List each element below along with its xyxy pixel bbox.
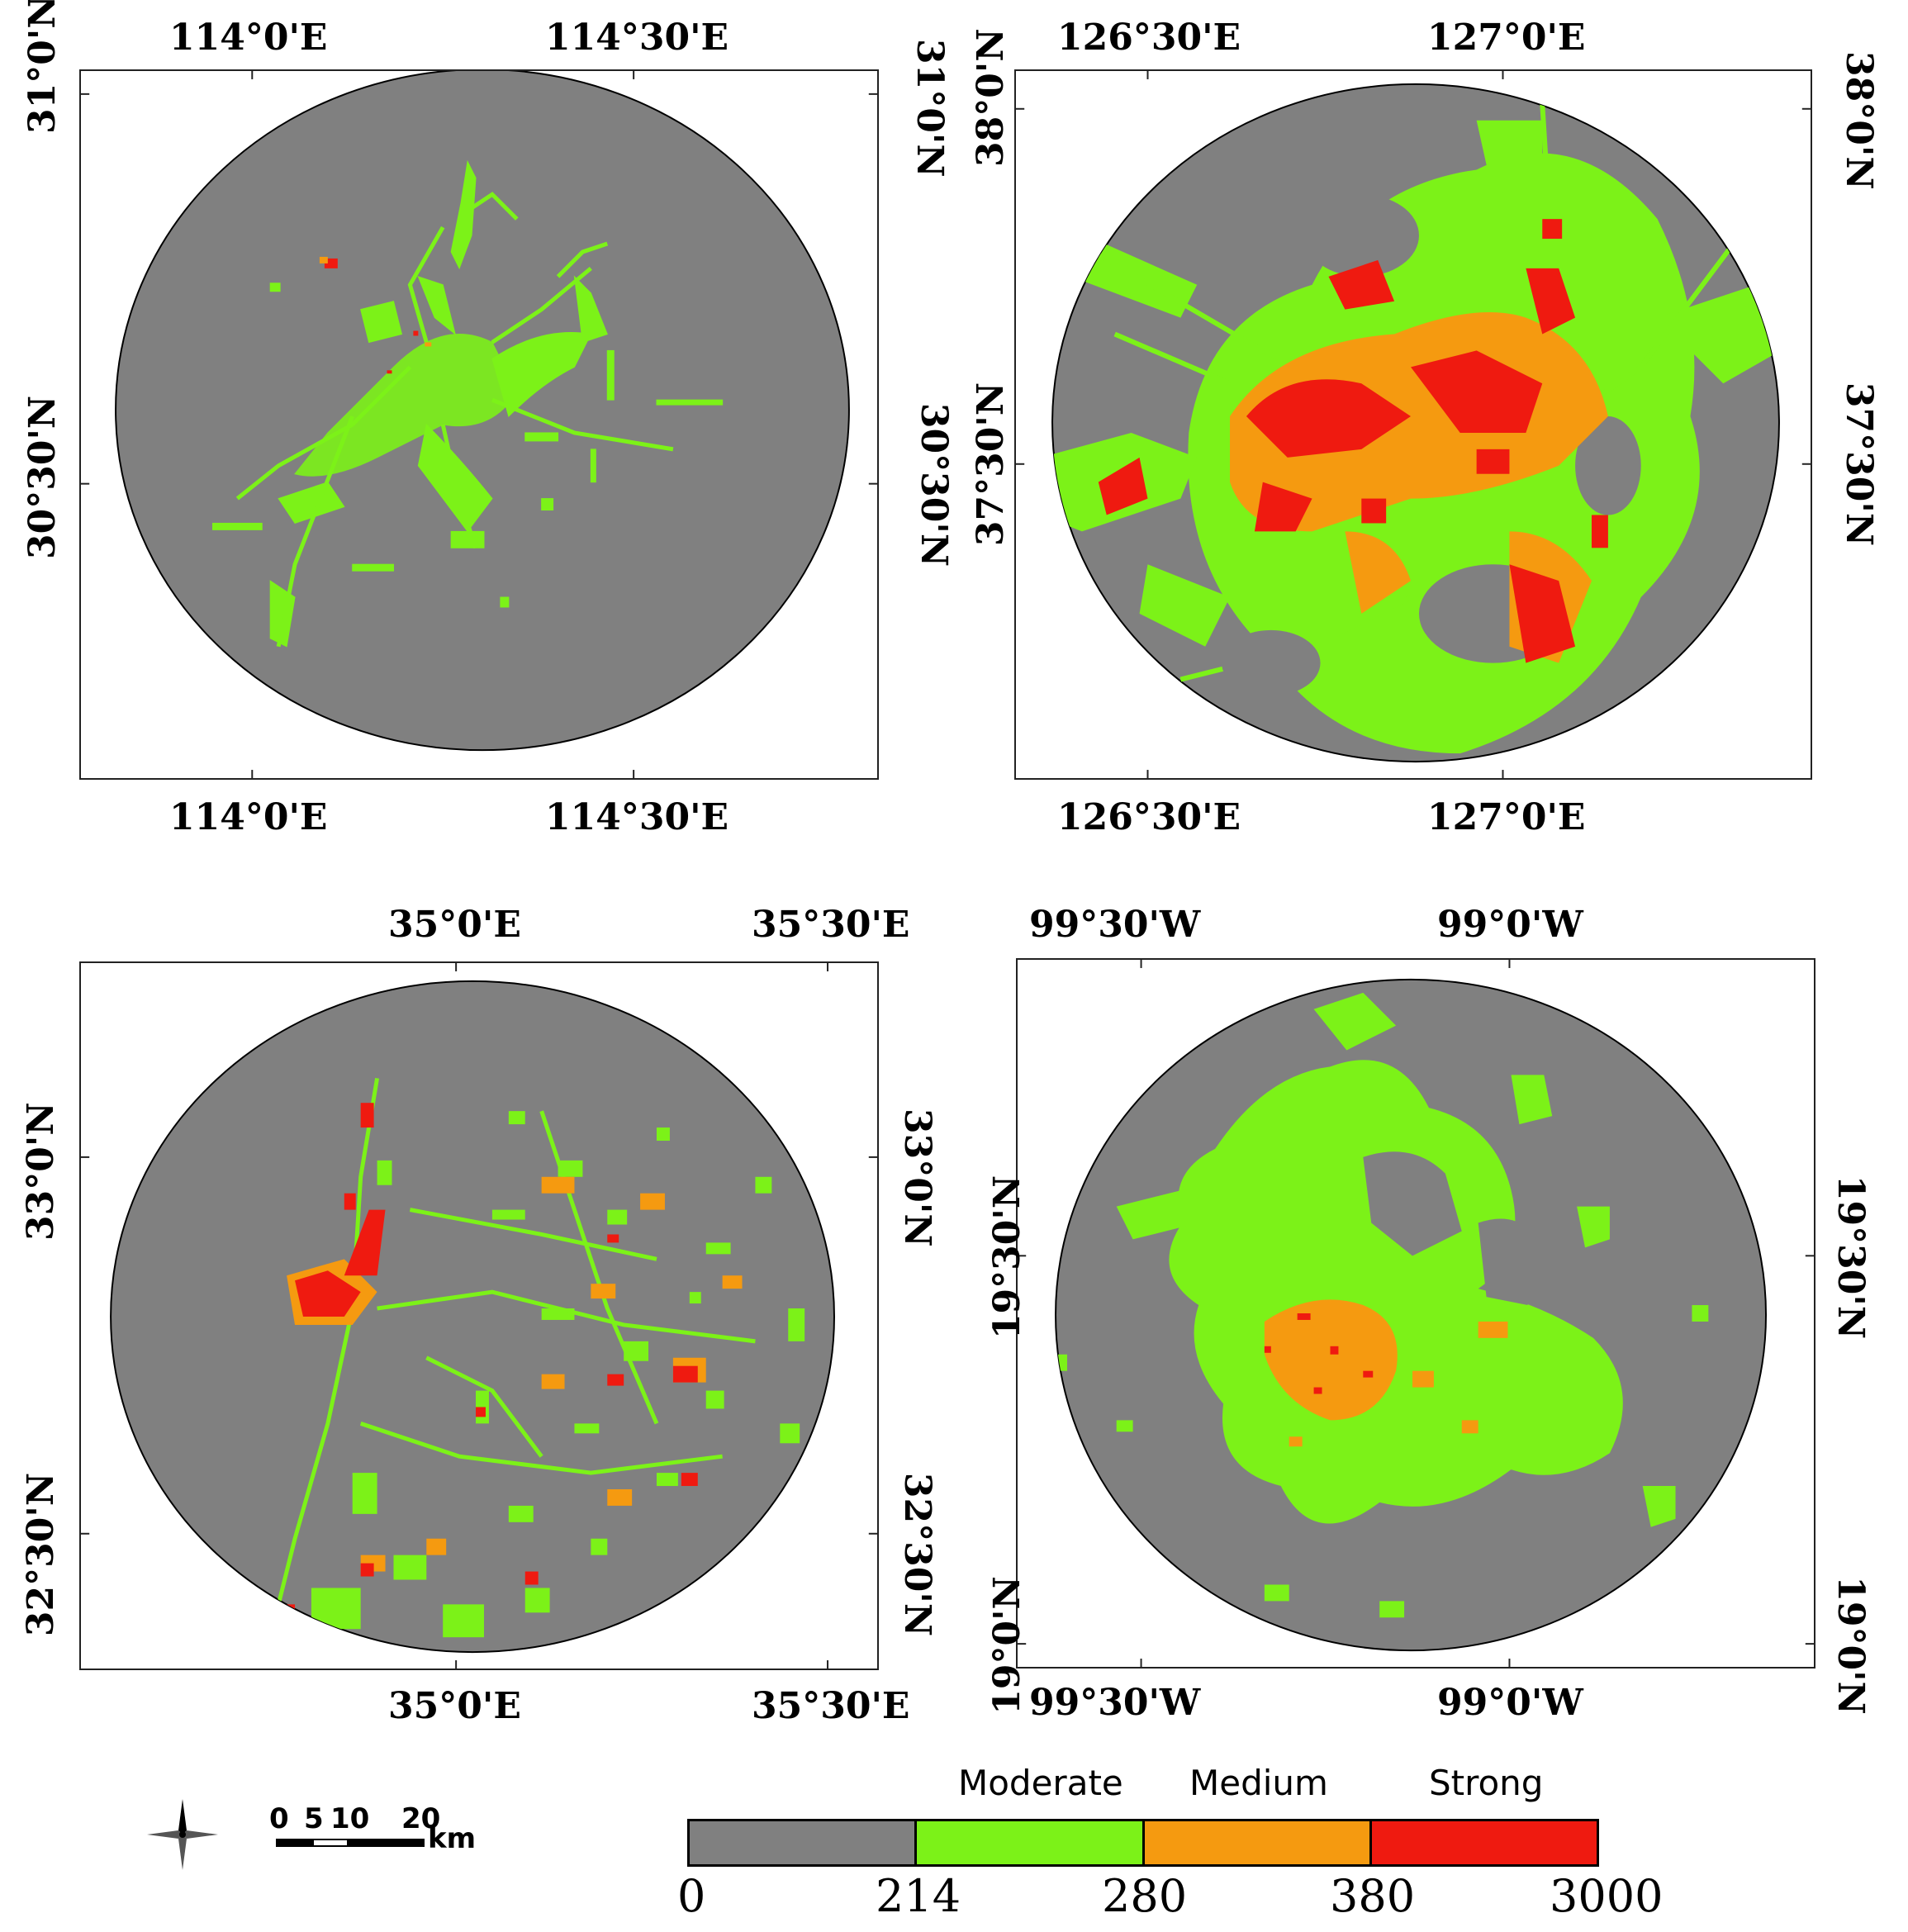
right-label-1: 31°0'N <box>909 39 951 178</box>
lst-intensity-pattern <box>1052 103 1779 754</box>
lst-intensity-pattern <box>1056 992 1709 1618</box>
compass-rose-icon <box>145 1797 220 1872</box>
left-label-1: 38°0'N <box>970 28 1012 167</box>
legend-break-4: 3000 <box>1550 1870 1664 1922</box>
map-canvas-top-left <box>81 71 877 778</box>
scale-bar-graphic <box>276 1839 425 1847</box>
legend-label-medium: Medium <box>1189 1763 1328 1803</box>
legend-break-0: 0 <box>677 1870 706 1922</box>
left-label-1: 19°30'N <box>986 1175 1028 1340</box>
study-area-disc <box>110 980 835 1654</box>
legend-swatch-strong <box>1371 1821 1597 1864</box>
bottom-label-2: 127°0'E <box>1427 796 1586 838</box>
bottom-label-1: 114°0'E <box>169 796 328 838</box>
intensity-legend: Moderate Medium Strong 0 214 280 380 300… <box>677 1759 1668 1925</box>
bottom-label-1: 99°30'W <box>1029 1682 1201 1724</box>
left-label-2: 32°30'N <box>20 1472 62 1637</box>
legend-break-2: 280 <box>1102 1870 1188 1922</box>
bottom-label-2: 99°0'W <box>1437 1682 1583 1724</box>
map-canvas-bottom-right <box>1018 960 1814 1667</box>
lst-intensity-pattern <box>268 1077 805 1638</box>
scale-tick-20: 20 <box>401 1802 441 1835</box>
right-label-2: 19°0'N <box>1830 1576 1872 1715</box>
left-label-2: 30°30'N <box>21 395 64 559</box>
bottom-label-1: 35°0'E <box>388 1685 521 1727</box>
right-label-2: 30°30'N <box>913 402 955 567</box>
map-frame-bottom-right <box>1016 958 1815 1669</box>
bottom-label-2: 114°30'E <box>545 796 729 838</box>
right-label-1: 33°0'N <box>896 1108 938 1247</box>
legend-break-3: 380 <box>1330 1870 1416 1922</box>
right-label-2: 37°30'N <box>1838 382 1880 547</box>
top-label-2: 99°0'W <box>1437 904 1583 946</box>
top-label-2: 127°0'E <box>1427 17 1586 59</box>
scale-tick-0: 0 <box>269 1802 289 1835</box>
map-frame-bottom-left <box>79 961 879 1670</box>
top-label-2: 35°30'E <box>752 904 910 946</box>
legend-swatch-medium <box>1144 1821 1372 1864</box>
bottom-label-1: 126°30'E <box>1057 796 1241 838</box>
bottom-label-2: 35°30'E <box>752 1685 910 1727</box>
left-label-2: 19°0'N <box>986 1576 1028 1715</box>
top-label-1: 114°0'E <box>169 17 328 59</box>
legend-swatch-background <box>690 1821 918 1864</box>
legend-label-strong: Strong <box>1429 1763 1544 1803</box>
map-frame-top-left <box>79 69 879 780</box>
legend-label-moderate: Moderate <box>958 1763 1123 1803</box>
left-label-1: 31°0'N <box>21 0 64 134</box>
top-label-1: 126°30'E <box>1057 17 1241 59</box>
top-label-2: 114°30'E <box>545 17 729 59</box>
legend-break-1: 214 <box>876 1870 961 1922</box>
right-label-1: 19°30'N <box>1830 1175 1872 1340</box>
legend-swatch-moderate <box>917 1821 1145 1864</box>
lst-intensity-pattern <box>212 159 724 648</box>
top-label-1: 99°30'W <box>1029 904 1201 946</box>
scale-tick-5: 5 <box>304 1802 324 1835</box>
left-label-2: 37°30'N <box>970 382 1012 547</box>
right-label-2: 32°30'N <box>896 1472 938 1637</box>
map-frame-top-right <box>1014 69 1812 780</box>
top-label-1: 35°0'E <box>388 904 521 946</box>
left-label-1: 33°0'N <box>20 1102 62 1241</box>
map-canvas-bottom-left <box>81 963 877 1669</box>
legend-color-bar <box>687 1819 1599 1867</box>
right-label-1: 38°0'N <box>1838 51 1880 190</box>
scale-unit: km <box>428 1822 477 1855</box>
scale-tick-10: 10 <box>330 1802 370 1835</box>
scale-bar: 0 5 10 20 km <box>264 1802 496 1860</box>
map-canvas-top-right <box>1016 71 1811 778</box>
